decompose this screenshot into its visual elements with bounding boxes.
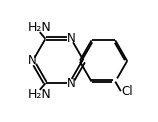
Text: H₂N: H₂N bbox=[28, 21, 52, 34]
Text: H₂N: H₂N bbox=[28, 88, 52, 101]
Text: N: N bbox=[67, 77, 76, 90]
Text: N: N bbox=[28, 55, 37, 67]
Text: N: N bbox=[67, 32, 76, 45]
Text: Cl: Cl bbox=[121, 85, 133, 98]
